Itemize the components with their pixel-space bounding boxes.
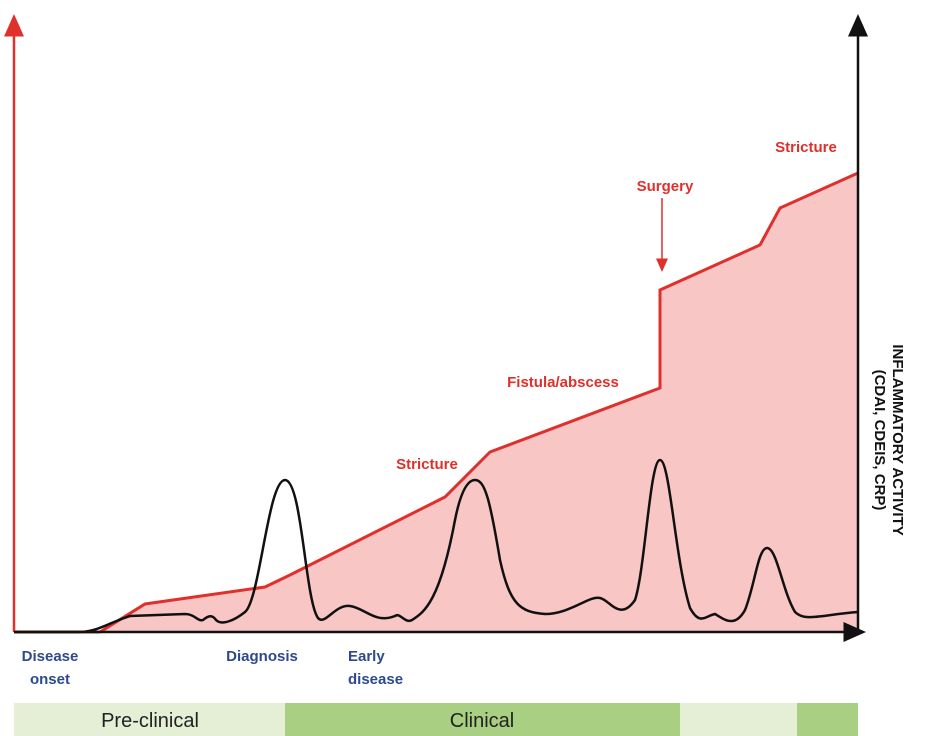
x-label: Diagnosis [226,648,298,665]
x-label: Early [348,648,385,665]
x-label: disease [348,671,403,688]
x-label: onset [30,671,70,688]
annotation: Surgery [637,178,694,195]
damage-line [14,171,859,634]
y-label-line: INFLAMMATORY ACTIVITY [889,344,906,535]
phase-label: Pre-clinical [101,710,199,732]
inflammation-curve [14,458,859,634]
phase-label: Clinical [450,710,514,732]
annotation: Fistula/abscess [507,374,619,391]
annotation: Stricture [396,456,458,473]
damage-area [14,173,858,632]
annotation: Stricture [775,139,837,156]
phase-bar [285,703,680,736]
x-label: Disease [22,648,79,665]
y-axis-label: INFLAMMATORY ACTIVITY (CDAI, CDEIS, CRP) [871,344,906,535]
y-label-line: (CDAI, CDEIS, CRP) [871,370,888,511]
phase-bar [14,703,285,736]
phase-bar [680,703,797,736]
phase-bar [797,703,858,736]
